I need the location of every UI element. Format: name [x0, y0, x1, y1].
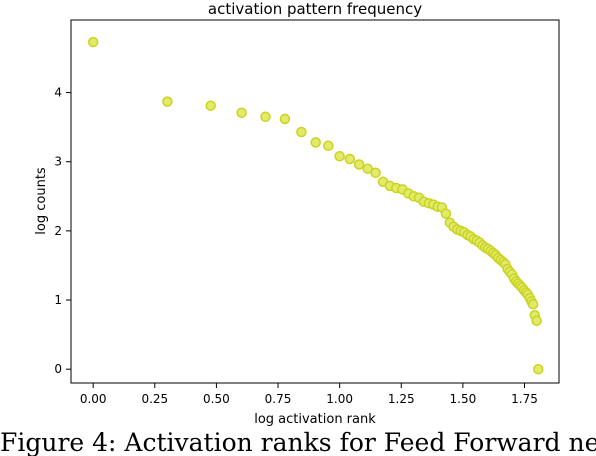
data-point — [296, 126, 307, 138]
x-axis: 0.00 0.25 0.50 0.75 1.00 1.25 1.50 1.75 — [80, 383, 538, 406]
y-tick-label: 4 — [54, 86, 62, 100]
x-tick-label: 0.75 — [265, 392, 292, 406]
data-point — [236, 107, 247, 118]
figure-caption: Figure 4: Activation ranks for Feed Forw… — [0, 430, 596, 456]
points-layer — [87, 36, 544, 375]
data-point — [260, 111, 271, 123]
data-point — [533, 363, 544, 375]
data-point — [87, 36, 99, 48]
data-point — [323, 140, 334, 152]
x-tick-label: 1.25 — [388, 392, 415, 406]
x-tick-label: 0.25 — [141, 392, 168, 406]
data-point — [279, 113, 291, 125]
data-point — [205, 100, 216, 111]
data-point — [353, 159, 365, 170]
x-tick-label: 0.00 — [80, 392, 107, 406]
y-tick-label: 0 — [54, 362, 62, 376]
x-tick-label: 0.50 — [203, 392, 230, 406]
x-axis-label: log activation rank — [254, 412, 376, 427]
scatter-chart: activation pattern frequency 0.00 0.25 0.5… — [34, 0, 560, 427]
data-point — [362, 163, 373, 174]
data-point — [531, 315, 542, 327]
x-tick-label: 1.50 — [450, 392, 477, 406]
data-point — [440, 208, 452, 219]
y-axis-label: log counts — [34, 167, 49, 235]
x-tick-label: 1.75 — [511, 392, 538, 406]
data-point — [162, 96, 173, 107]
data-point — [527, 298, 539, 310]
y-tick-label: 3 — [54, 155, 62, 169]
y-tick-label: 2 — [54, 224, 62, 238]
x-tick-label: 1.00 — [326, 392, 353, 406]
data-point — [344, 153, 356, 165]
chart-title: activation pattern frequency — [208, 0, 422, 18]
data-point — [370, 167, 381, 179]
data-point — [310, 137, 321, 148]
y-tick-label: 1 — [54, 293, 62, 307]
y-axis: 0 1 2 3 4 — [54, 86, 71, 376]
data-point — [334, 150, 345, 162]
plot-frame — [70, 19, 560, 384]
